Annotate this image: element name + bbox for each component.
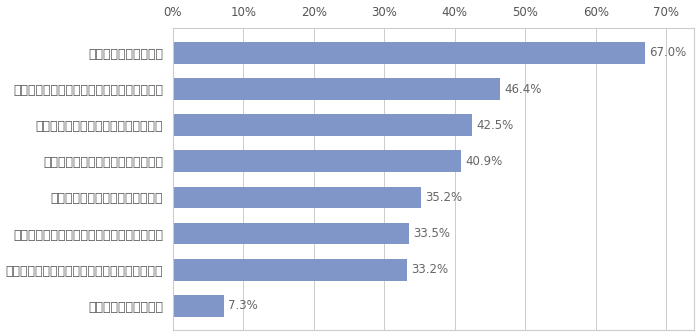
Bar (173, 259, 407, 281)
Text: 35.2%: 35.2% (425, 191, 462, 204)
Bar (173, 186, 421, 208)
Text: 42.5%: 42.5% (477, 119, 514, 132)
Text: 33.5%: 33.5% (413, 227, 450, 240)
Text: 67.0%: 67.0% (650, 46, 687, 59)
Text: 33.2%: 33.2% (411, 263, 448, 276)
Text: 7.3%: 7.3% (228, 299, 258, 312)
Text: 40.9%: 40.9% (466, 155, 503, 168)
Bar (173, 151, 461, 172)
Bar (173, 223, 409, 244)
Bar (173, 114, 472, 136)
Bar (173, 78, 500, 100)
Text: 46.4%: 46.4% (504, 83, 542, 95)
Bar (173, 295, 224, 317)
Bar (173, 42, 645, 64)
